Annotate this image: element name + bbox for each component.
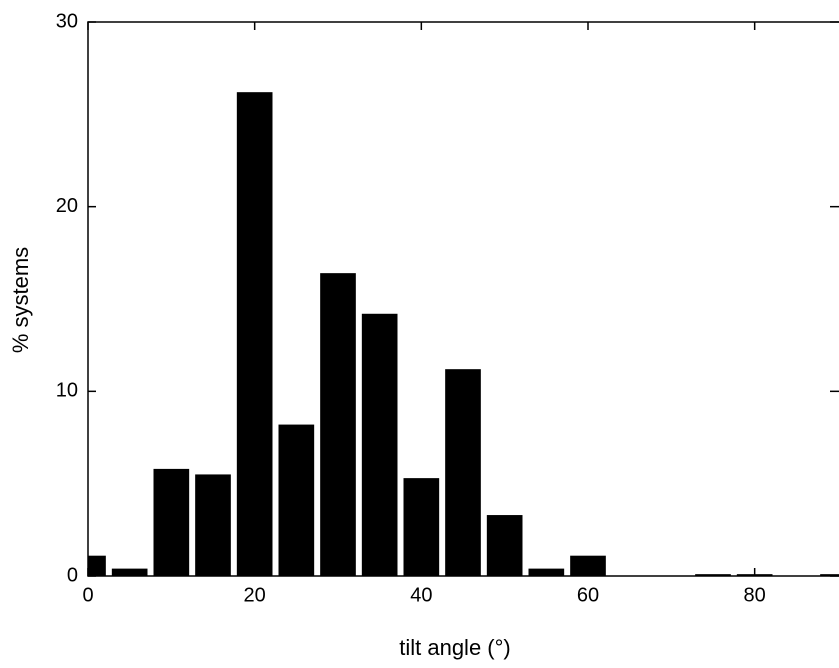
x-tick-label: 0	[82, 584, 93, 606]
x-axis-label: tilt angle (°)	[399, 635, 511, 660]
y-tick-label: 0	[67, 564, 78, 586]
x-tick-label: 40	[410, 584, 432, 606]
bar	[111, 568, 148, 576]
bar	[320, 273, 356, 576]
bar	[695, 574, 731, 576]
y-tick-label: 20	[56, 195, 78, 217]
bar	[403, 478, 440, 576]
x-tick-label: 80	[744, 584, 766, 606]
bar	[820, 574, 839, 576]
x-tick-label: 20	[244, 584, 266, 606]
bar	[570, 555, 606, 576]
bar	[361, 313, 398, 576]
bar	[153, 468, 190, 576]
bar	[486, 515, 523, 576]
bar	[278, 424, 315, 576]
bar	[445, 369, 481, 576]
axis-frame	[87, 21, 839, 577]
bar	[195, 474, 231, 576]
y-axis-label: % systems	[8, 247, 33, 353]
bar	[236, 92, 273, 576]
y-tick-label: 10	[56, 380, 78, 402]
bar	[528, 568, 565, 576]
bars	[88, 92, 839, 576]
y-tick-label: 30	[56, 10, 78, 32]
bar	[88, 555, 106, 576]
x-tick-label: 60	[577, 584, 599, 606]
